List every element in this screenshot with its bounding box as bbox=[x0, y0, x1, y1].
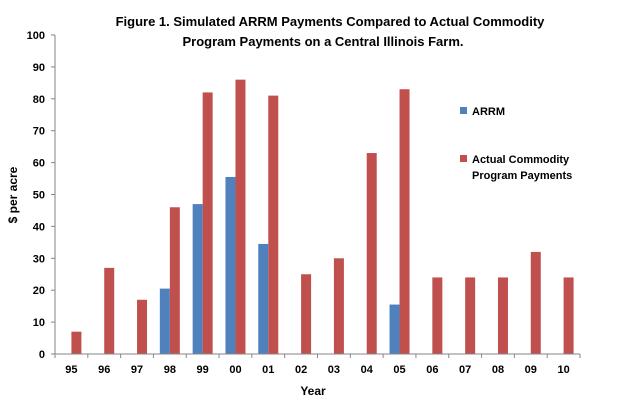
bar bbox=[301, 274, 312, 354]
y-tick-label: 90 bbox=[33, 62, 45, 74]
x-tick-label: 07 bbox=[459, 364, 471, 376]
x-tick-label: 04 bbox=[361, 364, 374, 376]
y-tick-label: 80 bbox=[33, 94, 45, 106]
y-tick-label: 0 bbox=[39, 349, 45, 361]
bar bbox=[389, 304, 400, 354]
bar bbox=[225, 176, 236, 354]
x-axis-title: Year bbox=[300, 384, 326, 398]
x-tick-label: 98 bbox=[164, 364, 176, 376]
bar bbox=[268, 95, 279, 355]
bar bbox=[137, 299, 148, 354]
x-tick-label: 06 bbox=[426, 364, 438, 376]
bar bbox=[202, 92, 213, 355]
bar bbox=[366, 153, 377, 354]
bar bbox=[159, 288, 170, 354]
legend-label: Program Payments bbox=[472, 170, 572, 182]
y-tick-label: 70 bbox=[33, 126, 45, 138]
bar bbox=[71, 331, 82, 354]
bar bbox=[169, 207, 180, 354]
x-tick-label: 00 bbox=[229, 364, 241, 376]
x-tick-label: 09 bbox=[525, 364, 537, 376]
bar bbox=[258, 243, 269, 354]
bar bbox=[530, 251, 541, 354]
y-tick-label: 40 bbox=[33, 221, 45, 233]
bar bbox=[432, 277, 443, 354]
legend: ARRM Actual Commodity Program Payments bbox=[460, 106, 572, 182]
x-tick-label: 01 bbox=[262, 364, 274, 376]
y-tick-label: 60 bbox=[33, 158, 45, 170]
x-tick-label: 99 bbox=[197, 364, 209, 376]
bar bbox=[563, 277, 574, 354]
legend-swatch bbox=[460, 155, 467, 162]
legend-swatch bbox=[460, 107, 467, 114]
bar bbox=[104, 267, 115, 354]
y-tick-label: 10 bbox=[33, 317, 45, 329]
legend-label: ARRM bbox=[472, 106, 505, 118]
bar bbox=[497, 277, 508, 354]
x-tick-label: 10 bbox=[557, 364, 569, 376]
chart-title-line-2: Program Payments on a Central Illinois F… bbox=[182, 34, 463, 49]
bar bbox=[465, 277, 476, 354]
bar bbox=[192, 204, 203, 354]
bar bbox=[333, 258, 344, 354]
y-tick-label: 30 bbox=[33, 253, 45, 265]
x-tick-label: 05 bbox=[393, 364, 405, 376]
y-axis-title: $ per acre bbox=[6, 166, 20, 223]
legend-label: Actual Commodity bbox=[472, 154, 570, 166]
x-axis: 95 96 97 98 99 00 01 02 03 04 05 06 07 08 09 10 bbox=[54, 354, 581, 376]
y-tick-label: 20 bbox=[33, 285, 45, 297]
x-tick-label: 97 bbox=[131, 364, 143, 376]
x-tick-label: 96 bbox=[98, 364, 110, 376]
series-actual-payments bbox=[71, 79, 574, 355]
series-arrm bbox=[159, 176, 400, 354]
x-tick-label: 95 bbox=[65, 364, 77, 376]
y-tick-label: 50 bbox=[33, 190, 45, 202]
x-tick-label: 08 bbox=[492, 364, 504, 376]
chart-title-line-1: Figure 1. Simulated ARRM Payments Compar… bbox=[116, 14, 546, 29]
x-tick-label: 03 bbox=[328, 364, 340, 376]
bar-series-group bbox=[71, 79, 574, 355]
bar bbox=[399, 89, 410, 354]
bar bbox=[235, 79, 246, 354]
y-axis: 0 10 20 30 40 50 60 70 80 90 100 bbox=[27, 30, 55, 361]
y-tick-label: 100 bbox=[27, 30, 45, 42]
x-tick-label: 02 bbox=[295, 364, 307, 376]
chart-title: Figure 1. Simulated ARRM Payments Compar… bbox=[116, 14, 546, 49]
